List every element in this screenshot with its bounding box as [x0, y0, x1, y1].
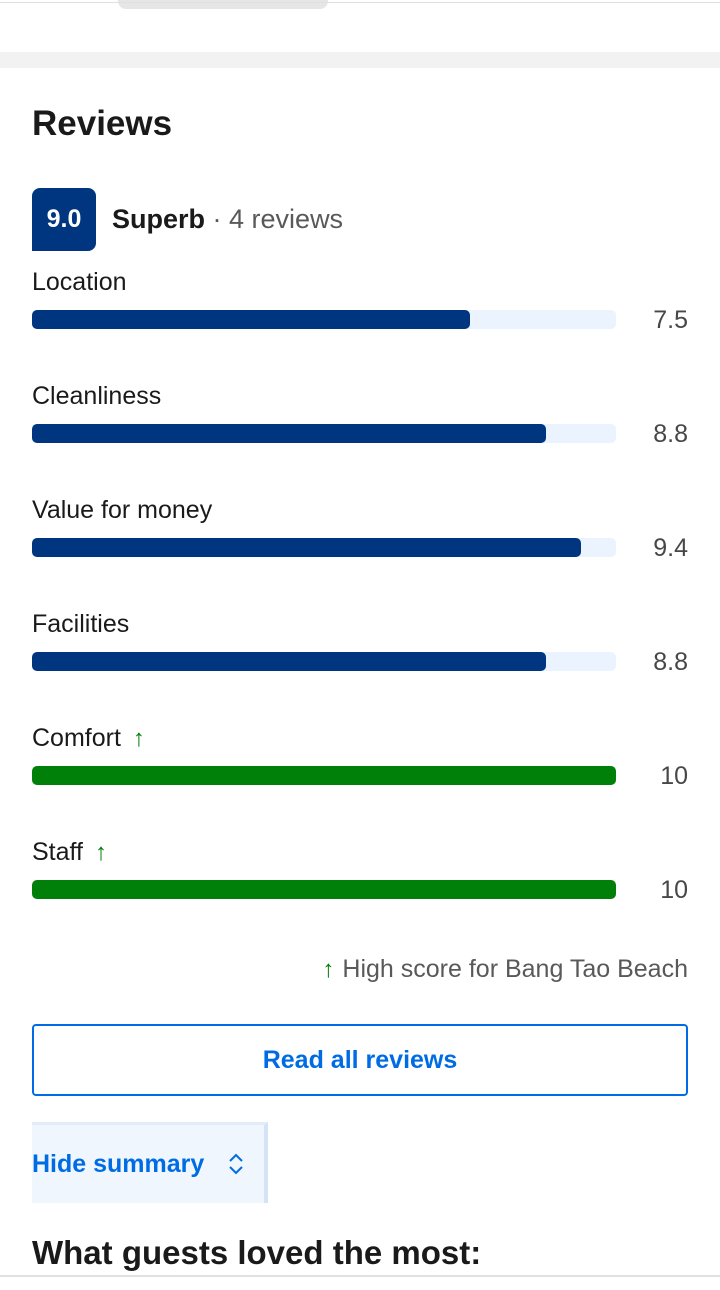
section-gap [0, 52, 720, 68]
review-count: · 4 reviews [212, 204, 344, 234]
overall-summary: Superb · 4 reviews [112, 204, 343, 235]
loved-heading: What guests loved the most: [32, 1234, 482, 1271]
category-label: Value for money [32, 496, 213, 524]
up-arrow-icon: ↑ [132, 725, 145, 752]
up-arrow-icon: ↑ [322, 956, 335, 983]
score-badge: 9.0 [32, 188, 96, 251]
toggle-text: Hide summary [32, 1149, 205, 1178]
divider [0, 2, 720, 3]
section-title: Reviews [32, 104, 173, 143]
chevron-icon [229, 1153, 244, 1175]
score-value: 10 [660, 762, 688, 790]
score-bar [32, 880, 616, 899]
divider [0, 1275, 720, 1277]
category-label: Cleanliness [32, 382, 162, 410]
score-value: 8.8 [653, 420, 688, 448]
note-text: High score for Bang Tao Beach [342, 955, 688, 983]
rating-word: Superb [112, 204, 206, 234]
high-score-note: ↑ High score for Bang Tao Beach [322, 955, 688, 984]
score-value: 9.4 [653, 534, 688, 562]
toggle-summary-button[interactable]: Hide summary [32, 1122, 268, 1203]
up-arrow-icon: ↑ [94, 839, 107, 866]
score-bar [32, 766, 616, 785]
category-label: Location [32, 268, 127, 296]
score-bar [32, 310, 470, 329]
score-value: 10 [660, 876, 688, 904]
read-all-button[interactable]: Read all reviews [32, 1024, 688, 1096]
category-label: Comfort ↑ [32, 724, 145, 752]
category-label: Staff ↑ [32, 838, 107, 866]
score-value: 8.8 [653, 648, 688, 676]
sheet-handle [118, 0, 328, 9]
score-bar [32, 538, 581, 557]
score-bar [32, 652, 546, 671]
score-bar [32, 424, 546, 443]
score-value: 7.5 [653, 306, 688, 334]
category-label: Facilities [32, 610, 130, 638]
